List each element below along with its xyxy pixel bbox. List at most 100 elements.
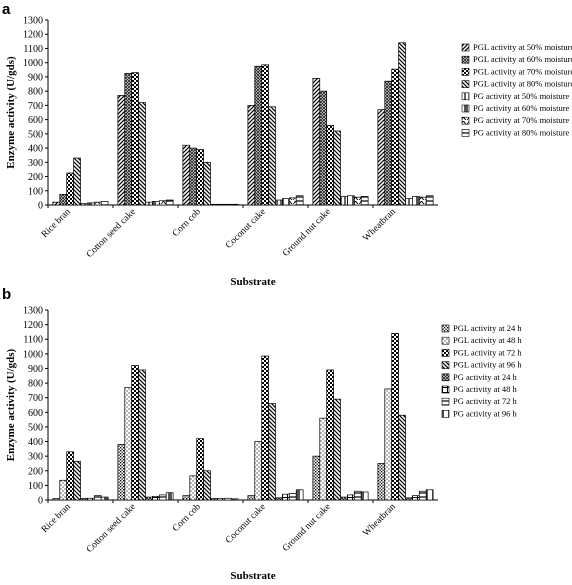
- bar: [52, 498, 61, 501]
- bar: [52, 201, 61, 206]
- bar: [124, 73, 133, 206]
- bar: [247, 495, 256, 501]
- bar: [425, 489, 434, 501]
- bar: [223, 497, 232, 501]
- x-tick-label: Cotton seed cake: [85, 207, 138, 260]
- legend-entry: PGL activity at 70% moisture: [473, 66, 572, 76]
- legend-swatch: [441, 361, 450, 369]
- bar: [131, 365, 139, 501]
- x-axis-label: Substrate: [230, 276, 275, 288]
- bar: [384, 388, 393, 501]
- bar: [347, 195, 355, 206]
- y-tick-label: 300: [28, 158, 43, 169]
- bar: [275, 199, 283, 206]
- bar: [268, 106, 276, 206]
- bar: [391, 68, 399, 206]
- bar: [100, 496, 109, 501]
- bar: [230, 203, 239, 206]
- y-tick-label: 1200: [23, 320, 43, 331]
- legend-swatch: [461, 104, 470, 113]
- panel-label: b: [2, 286, 11, 303]
- bar: [405, 198, 413, 206]
- x-axis-label: Substrate: [230, 570, 275, 582]
- legend-entry: PG activity at 50% moisture: [473, 91, 570, 101]
- bar: [87, 202, 95, 206]
- legend-swatch: [441, 324, 450, 333]
- y-tick-label: 500: [28, 129, 43, 140]
- bar: [340, 196, 348, 206]
- legend-swatch: [461, 116, 470, 125]
- bar: [145, 496, 153, 501]
- bar: [210, 203, 218, 206]
- legend-entry: PGL activity at 80% moisture: [473, 79, 572, 89]
- bar: [165, 492, 174, 501]
- bar: [398, 414, 406, 501]
- bar: [360, 491, 369, 501]
- bar: [295, 195, 304, 206]
- y-tick-label: 600: [28, 408, 43, 419]
- bar: [230, 498, 239, 501]
- y-axis-label: Enzyme activity (U/gds): [5, 56, 17, 169]
- bar: [80, 203, 88, 206]
- bar: [377, 109, 386, 206]
- chart-panel-a: a 0 100 200 300 400 500 600 700 800 900 1000 1100 120…: [2, 1, 572, 288]
- x-tick-label: Corn cob: [171, 502, 203, 534]
- bar: [326, 124, 334, 206]
- bar: [288, 197, 297, 206]
- legend-entry: PGL activity at 50% moisture: [473, 42, 572, 52]
- bar: [117, 444, 126, 501]
- x-tick-label: Wheatbran: [361, 502, 398, 539]
- bar: [319, 417, 328, 501]
- bar: [268, 403, 276, 501]
- y-tick-label: 1100: [23, 335, 43, 346]
- bar: [326, 369, 334, 501]
- bar: [312, 455, 321, 501]
- bar: [398, 42, 406, 206]
- bar: [59, 479, 68, 501]
- bar: [124, 387, 133, 501]
- legend-entry: PGL activity at 72 h: [453, 347, 522, 357]
- y-tick-label: 900: [28, 72, 43, 83]
- y-tick-label: 800: [28, 379, 43, 390]
- y-tick-label: 1000: [23, 58, 43, 69]
- bar: [261, 355, 269, 501]
- bar: [282, 198, 290, 206]
- y-tick-label: 100: [28, 481, 43, 492]
- bar: [189, 475, 198, 501]
- bar: [182, 144, 191, 206]
- bar: [319, 90, 328, 206]
- bar: [223, 203, 232, 206]
- bar: [165, 199, 174, 206]
- legend-swatch: [441, 410, 450, 418]
- bar: [196, 438, 204, 501]
- y-tick-label: 1000: [23, 349, 43, 360]
- x-tick-label: Rice bran: [40, 502, 73, 535]
- legend-entry: PG activity at 80% moisture: [473, 127, 570, 137]
- bar: [66, 451, 74, 501]
- y-tick-label: 900: [28, 364, 43, 375]
- legend-swatch: [461, 92, 470, 101]
- bar: [152, 495, 160, 501]
- legend-swatch: [441, 336, 450, 345]
- y-tick-label: 700: [28, 393, 43, 404]
- y-tick-label: 200: [28, 466, 43, 477]
- x-tick-label: Coconut cake: [224, 502, 268, 546]
- bar: [87, 497, 95, 501]
- bar: [353, 490, 362, 501]
- bar: [66, 172, 74, 206]
- y-tick-label: 400: [28, 437, 43, 448]
- bar: [93, 495, 102, 501]
- x-tick-label: Wheatbran: [361, 207, 398, 244]
- legend-entry: PG activity at 48 h: [453, 384, 517, 394]
- bar: [73, 460, 81, 501]
- bar: [182, 495, 191, 501]
- bar: [275, 497, 283, 501]
- legend-entry: PG activity at 70% moisture: [473, 115, 570, 125]
- y-axis-label: Enzyme activity (U/gds): [5, 348, 17, 461]
- bar: [203, 161, 211, 206]
- legend-entry: PG activity at 96 h: [453, 408, 517, 418]
- y-tick-label: 0: [38, 201, 43, 212]
- bar: [405, 497, 413, 501]
- legend-swatch: [461, 80, 470, 88]
